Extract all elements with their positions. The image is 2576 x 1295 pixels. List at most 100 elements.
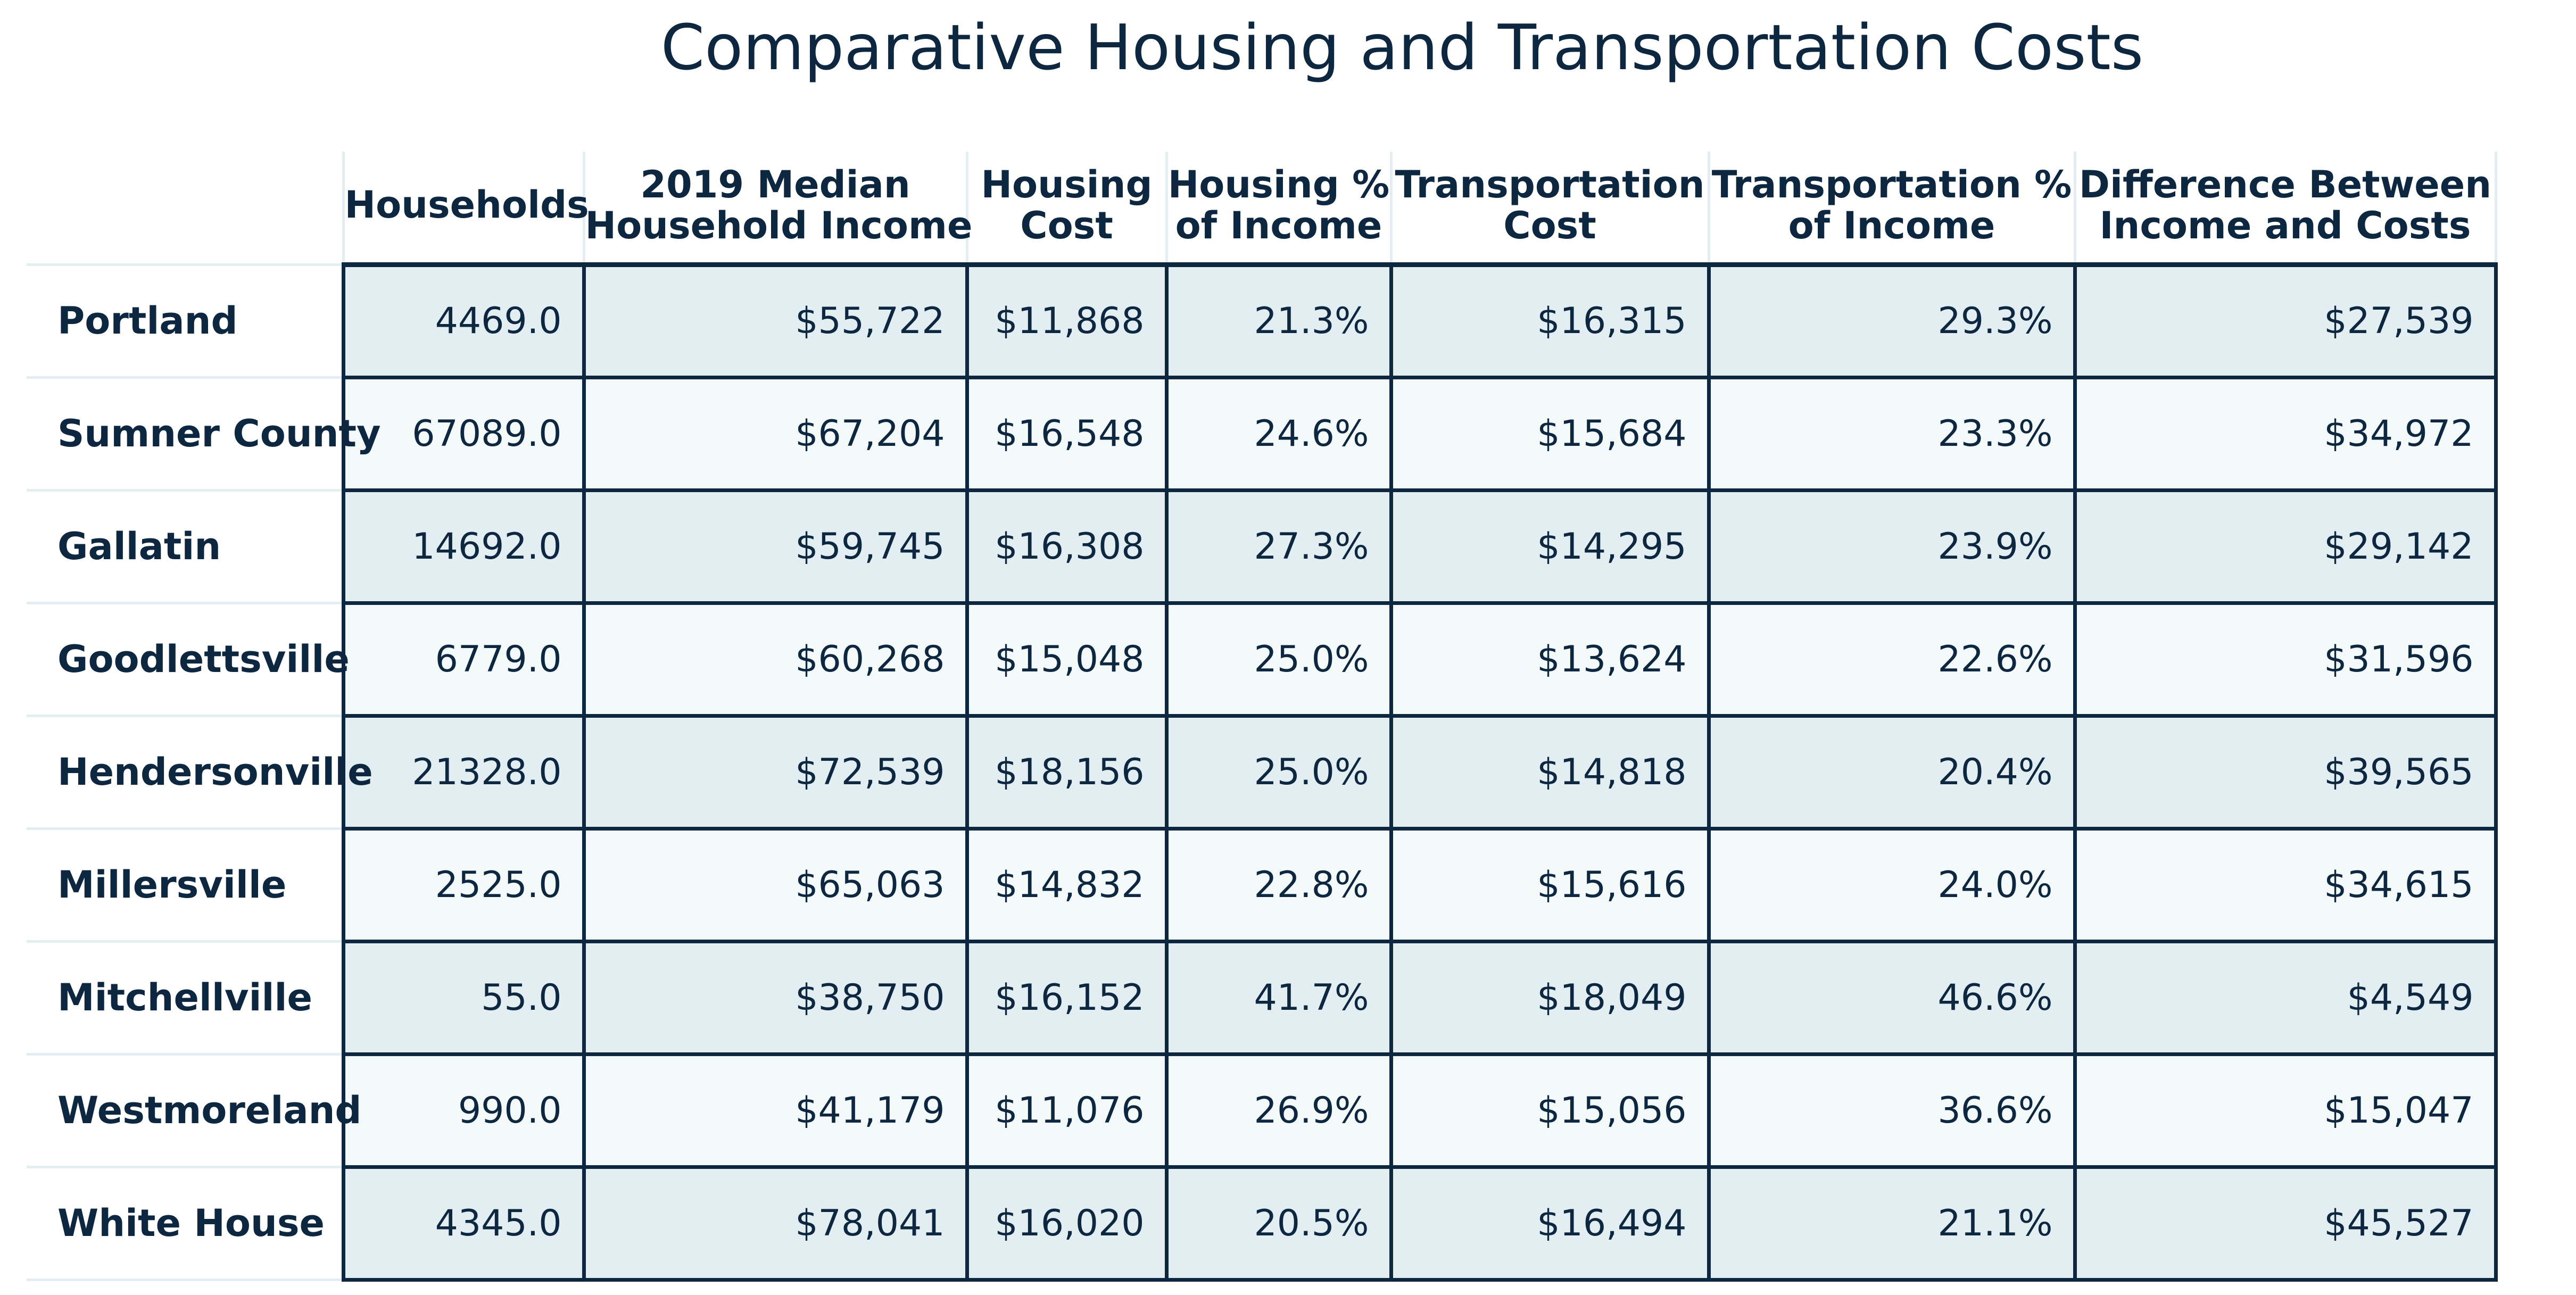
table-cell: 2525.0 <box>341 826 586 943</box>
cost-table: Households 2019 Median Household Income Hou… <box>27 152 2498 1282</box>
table-cell: 26.9% <box>1164 1052 1393 1169</box>
column-header-line: of Income <box>1788 203 1995 247</box>
header-corner-cell <box>27 152 343 266</box>
column-header: Households <box>342 152 589 267</box>
table-cell: $14,295 <box>1389 488 1711 605</box>
column-header: Difference Between Income and Costs <box>2073 152 2497 267</box>
table-cell: $67,204 <box>582 375 969 492</box>
table-cell: $41,179 <box>582 1052 969 1169</box>
row-label: White House <box>27 1167 343 1281</box>
table-cell: $72,539 <box>582 713 969 831</box>
table-cell: $4,549 <box>2073 939 2498 1056</box>
table-cell: $16,315 <box>1389 262 1711 379</box>
cost-table-container: Households 2019 Median Household Income Hou… <box>27 152 2498 1282</box>
column-header: Transportation Cost <box>1389 152 1710 267</box>
table-cell: 21.1% <box>1707 1165 2077 1282</box>
column-header-line: Cost <box>1503 203 1596 247</box>
table-cell: $45,527 <box>2073 1165 2498 1282</box>
row-label: Hendersonville <box>27 716 373 830</box>
table-cell: 24.0% <box>1707 826 2077 943</box>
table-row: Hendersonville 21328.0 $72,539 $18,156 25.0%… <box>27 713 2498 831</box>
table-cell: 24.6% <box>1164 375 1393 492</box>
column-header-line: Household Income <box>585 203 973 247</box>
table-cell: 20.5% <box>1164 1165 1393 1282</box>
table-row: Sumner County 67089.0 $67,204 $16,548 24.6% $… <box>27 375 2498 492</box>
table-cell: 22.6% <box>1707 601 2077 718</box>
column-header-line: Households <box>344 183 589 227</box>
column-header: Housing Cost <box>965 152 1168 267</box>
table-cell: 6779.0 <box>341 601 586 718</box>
table-cell: $18,049 <box>1389 939 1711 1056</box>
table-cell: 21.3% <box>1164 262 1393 379</box>
table-row: Westmoreland 990.0 $41,179 $11,076 26.9% $15,… <box>27 1052 2498 1169</box>
table-cell: 55.0 <box>341 939 586 1056</box>
table-cell: $16,548 <box>965 375 1169 492</box>
table-row: Goodlettsville 6779.0 $60,268 $15,048 25.0% $… <box>27 601 2498 718</box>
table-cell: $11,868 <box>965 262 1169 379</box>
row-label: Gallatin <box>27 490 343 604</box>
table-cell: $38,750 <box>582 939 969 1056</box>
column-header-line: 2019 Median <box>640 162 910 206</box>
table-cell: $16,494 <box>1389 1165 1711 1282</box>
table-cell: $14,832 <box>965 826 1169 943</box>
row-label: Sumner County <box>27 377 381 492</box>
column-header: Housing % of Income <box>1165 152 1393 267</box>
table-cell: $31,596 <box>2073 601 2498 718</box>
table-cell: 41.7% <box>1164 939 1393 1056</box>
column-header: Transportation % of Income <box>1707 152 2076 267</box>
table-cell: $34,972 <box>2073 375 2498 492</box>
table-cell: 36.6% <box>1707 1052 2077 1169</box>
table-row: Millersville 2525.0 $65,063 $14,832 22.8% $15… <box>27 826 2498 943</box>
table-cell: 23.3% <box>1707 375 2077 492</box>
table-cell: 4469.0 <box>341 262 586 379</box>
table-cell: $11,076 <box>965 1052 1169 1169</box>
table-cell: $18,156 <box>965 713 1169 831</box>
table-cell: $65,063 <box>582 826 969 943</box>
table-cell: $59,745 <box>582 488 969 605</box>
table-cell: $55,722 <box>582 262 969 379</box>
column-header-line: Housing % <box>1167 162 1390 206</box>
table-row: White House 4345.0 $78,041 $16,020 20.5% $16,… <box>27 1165 2498 1282</box>
row-label: Portland <box>27 264 343 379</box>
column-header-line: of Income <box>1175 203 1382 247</box>
table-cell: 25.0% <box>1164 601 1393 718</box>
row-label: Westmoreland <box>27 1054 362 1168</box>
table-row: Gallatin 14692.0 $59,745 $16,308 27.3% $14,29… <box>27 488 2498 605</box>
table-cell: 22.8% <box>1164 826 1393 943</box>
table-cell: 14692.0 <box>341 488 586 605</box>
table-cell: 990.0 <box>341 1052 586 1169</box>
row-label: Millersville <box>27 828 343 943</box>
column-header-line: Cost <box>1020 203 1113 247</box>
table-cell: 23.9% <box>1707 488 2077 605</box>
column-header-line: Difference Between <box>2078 162 2492 206</box>
table-cell: $16,308 <box>965 488 1169 605</box>
table-cell: 25.0% <box>1164 713 1393 831</box>
table-cell: $15,047 <box>2073 1052 2498 1169</box>
table-cell: $15,616 <box>1389 826 1711 943</box>
table-cell: $16,020 <box>965 1165 1169 1282</box>
table-cell: 20.4% <box>1707 713 2077 831</box>
table-cell: $15,048 <box>965 601 1169 718</box>
table-cell: 67089.0 <box>341 375 586 492</box>
table-cell: 4345.0 <box>341 1165 586 1282</box>
column-header: 2019 Median Household Income <box>582 152 972 267</box>
table-cell: $14,818 <box>1389 713 1711 831</box>
table-cell: $29,142 <box>2073 488 2498 605</box>
row-label: Mitchellville <box>27 941 343 1056</box>
column-header-line: Transportation % <box>1711 162 2072 206</box>
table-cell: $39,565 <box>2073 713 2498 831</box>
table-cell: 46.6% <box>1707 939 2077 1056</box>
table-cell: $16,152 <box>965 939 1169 1056</box>
column-header-line: Income and Costs <box>2099 203 2471 247</box>
table-row: Mitchellville 55.0 $38,750 $16,152 41.7% $18,… <box>27 939 2498 1056</box>
table-cell: 29.3% <box>1707 262 2077 379</box>
table-cell: 21328.0 <box>341 713 586 831</box>
table-body: Portland 4469.0 $55,722 $11,868 21.3% $16,315… <box>27 262 2498 1282</box>
table-cell: $15,056 <box>1389 1052 1711 1169</box>
table-cell: $13,624 <box>1389 601 1711 718</box>
table-cell: 27.3% <box>1164 488 1393 605</box>
page-title: Comparative Housing and Transportation C… <box>660 11 2144 84</box>
table-cell: $27,539 <box>2073 262 2498 379</box>
table-cell: $15,684 <box>1389 375 1711 492</box>
row-label: Goodlettsville <box>27 603 350 717</box>
